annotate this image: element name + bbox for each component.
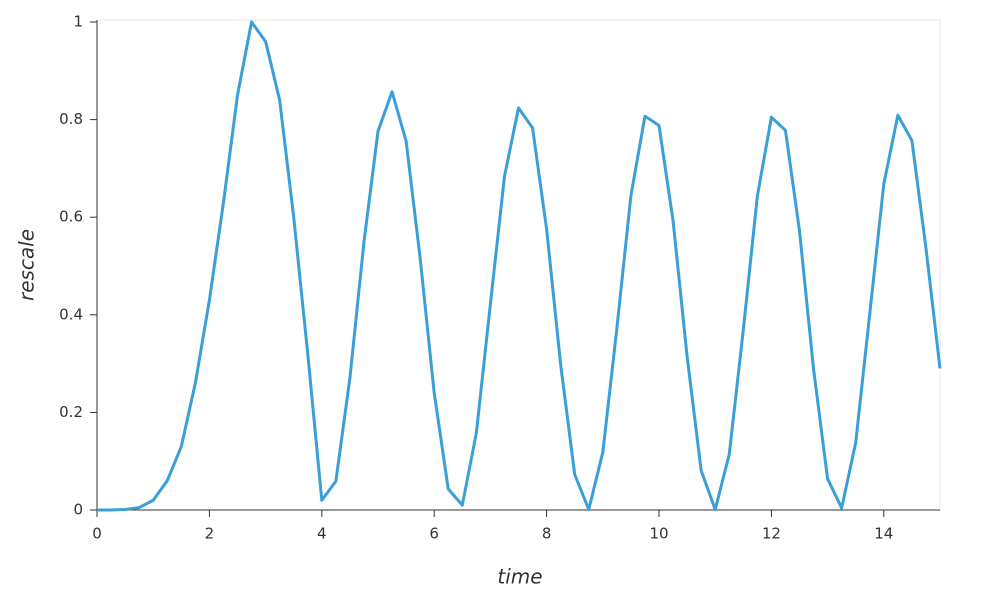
x-tick-label: 10: [649, 525, 668, 543]
y-axis-title: rescale: [15, 229, 39, 301]
x-tick-label: 14: [874, 525, 893, 543]
x-tick-label: 4: [317, 525, 327, 543]
y-tick-label: 0.2: [59, 403, 83, 421]
y-tick-label: 0.4: [59, 305, 83, 323]
y-tick-label: 0: [73, 501, 83, 519]
plot-frame: [96, 19, 941, 511]
x-tick-label: 0: [92, 525, 102, 543]
y-tick-label: 0.8: [59, 110, 83, 128]
x-tick-label: 8: [542, 525, 552, 543]
x-tick-label: 12: [762, 525, 781, 543]
line-series: [97, 20, 942, 512]
x-tick-label: 6: [429, 525, 439, 543]
y-tick-label: 1: [73, 13, 83, 31]
x-tick-label: 2: [205, 525, 215, 543]
y-tick-label: 0.6: [59, 208, 83, 226]
x-axis-title: time: [497, 565, 542, 589]
